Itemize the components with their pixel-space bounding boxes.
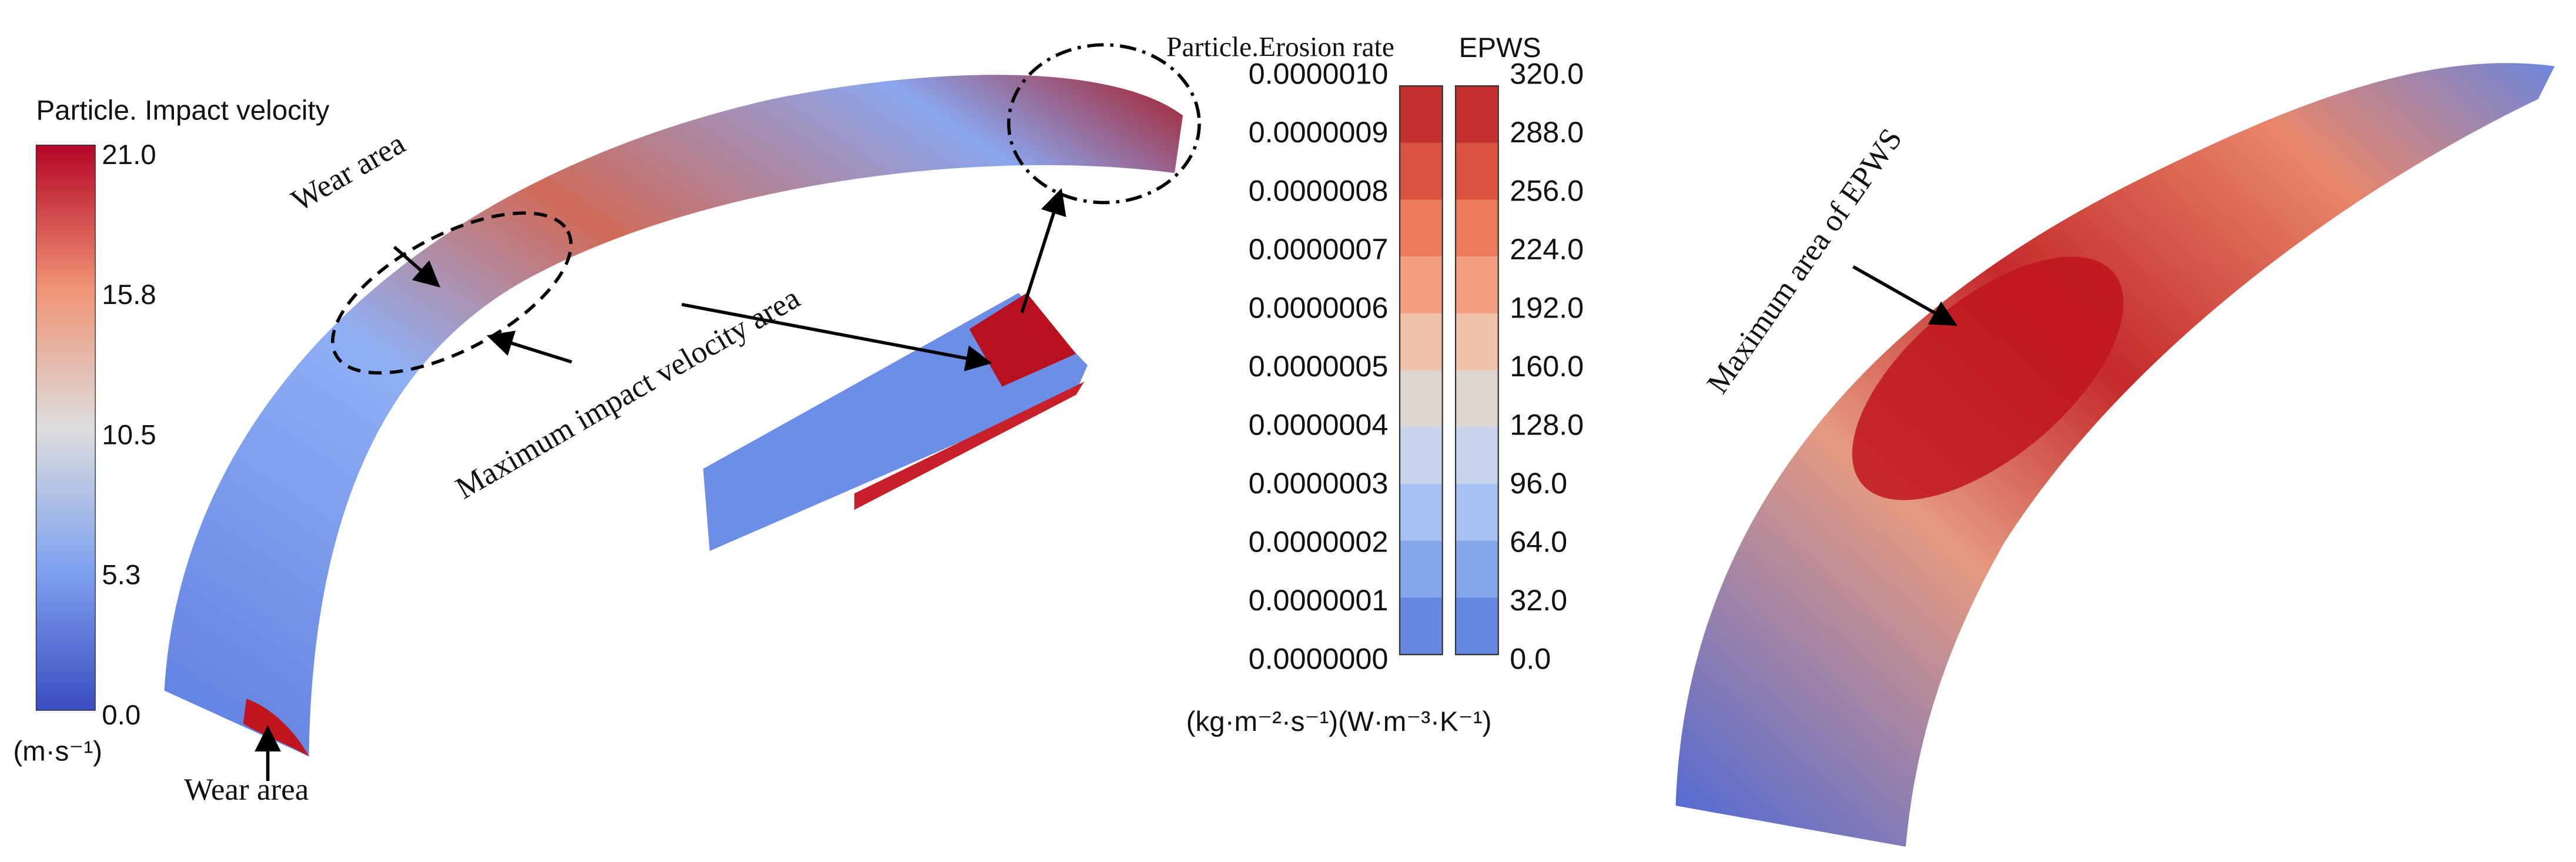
tick-label: 320.0 [1510, 57, 1584, 91]
colorbar-step [1400, 370, 1443, 428]
arrow [1020, 188, 1066, 313]
annotation: Maximum area of EPWS [1701, 122, 1909, 400]
colorbar-step [1400, 313, 1443, 371]
epws-hot-spot [1852, 256, 2124, 500]
colorbar-step [1400, 427, 1443, 485]
colorbar-step [1456, 86, 1498, 144]
annotation: Wear area [184, 773, 309, 807]
colorbar-step [1456, 540, 1498, 599]
tick-label: 21.0 [102, 139, 156, 171]
inset-edge [854, 382, 1085, 510]
wear-outline [331, 211, 573, 375]
tick-label: 288.0 [1510, 115, 1584, 149]
colorbar-frame [1399, 85, 1443, 656]
colorbar-step [1456, 199, 1498, 258]
colorbar-frame [1454, 85, 1499, 656]
tick-label: 0.0000010 [1249, 57, 1389, 91]
epws-colorbar [1454, 85, 1499, 656]
tick-label: 0.0 [1510, 642, 1551, 676]
arrow [486, 330, 573, 364]
impact-colorbar [35, 145, 96, 711]
tick-label: 160.0 [1510, 349, 1584, 383]
blade-contour [1675, 63, 2555, 847]
inset-hot-spot [969, 293, 1076, 387]
colorbar-step [1456, 313, 1498, 371]
velocity-outline [1007, 43, 1201, 205]
tick-label: 10.5 [102, 419, 156, 450]
tick-label: 0.0 [102, 700, 140, 731]
colorbar-step [1456, 256, 1498, 315]
colorbar-step [1400, 597, 1443, 656]
colorbar-step [1456, 370, 1498, 428]
tick-label: 0.0000005 [1249, 349, 1389, 383]
arrow [393, 245, 440, 288]
tick-label: 128.0 [1510, 408, 1584, 442]
blade-contour [164, 75, 1183, 757]
colorbar-unit: (kg·m⁻²·s⁻¹)(W·m⁻³·K⁻¹) [1186, 706, 1492, 737]
colorbar-title: Particle.Erosion rate [1166, 32, 1394, 63]
tick-label: 96.0 [1510, 466, 1567, 500]
colorbar-step [1456, 427, 1498, 485]
colorbar-title: Particle. Impact velocity [36, 95, 329, 126]
colorbar-step [1400, 483, 1443, 542]
colorbar-title: EPWS [1459, 32, 1541, 64]
tick-label: 5.3 [102, 560, 140, 591]
tick-label: 0.0000004 [1249, 408, 1389, 442]
erosion-colorbar [1399, 85, 1443, 656]
tick-label: 0.0000000 [1249, 642, 1389, 676]
colorbar-step [1400, 256, 1443, 315]
arrow [1852, 265, 1958, 326]
tick-label: 64.0 [1510, 525, 1567, 559]
colorbar-step [1400, 142, 1443, 201]
arrow [681, 303, 992, 372]
colorbar-step [1400, 199, 1443, 258]
tick-label: 0.0000007 [1249, 232, 1389, 266]
annotation: Wear area [286, 126, 411, 218]
tick-label: 15.8 [102, 279, 156, 310]
tick-label: 0.0000006 [1249, 291, 1389, 325]
tick-label: 0.0000003 [1249, 466, 1389, 500]
tick-label: 0.0000001 [1249, 583, 1389, 617]
colorbar-step [1456, 142, 1498, 201]
tick-label: 192.0 [1510, 291, 1584, 325]
tick-label: 0.0000008 [1249, 174, 1389, 208]
tick-label: 0.0000002 [1249, 525, 1389, 559]
tick-label: 256.0 [1510, 174, 1584, 208]
colorbar-step [1400, 540, 1443, 599]
colorbar-unit: (m·s⁻¹) [13, 736, 102, 767]
tick-label: 32.0 [1510, 583, 1567, 617]
tick-label: 0.0000009 [1249, 115, 1389, 149]
colorbar-step [1456, 483, 1498, 542]
colorbar-step [1456, 597, 1498, 656]
colorbar-step [1400, 86, 1443, 144]
tick-label: 224.0 [1510, 232, 1584, 266]
